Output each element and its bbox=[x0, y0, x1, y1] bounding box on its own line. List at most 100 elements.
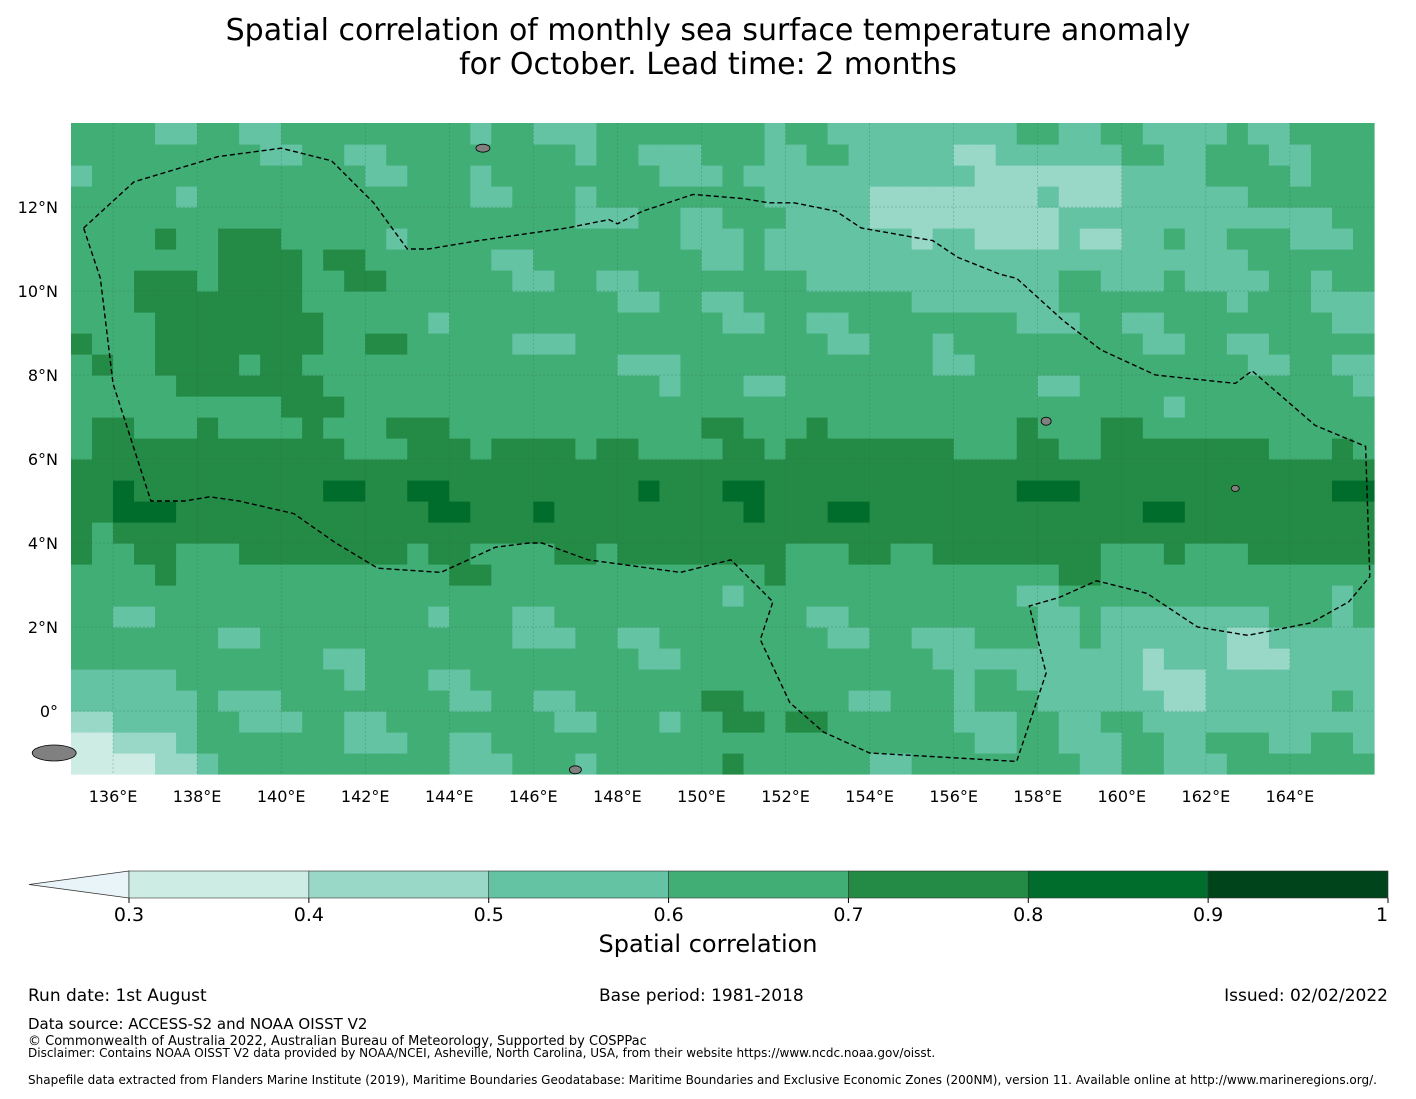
heatmap-cell bbox=[1142, 207, 1165, 229]
heatmap-cell bbox=[554, 606, 576, 628]
heatmap-cell bbox=[218, 333, 240, 355]
heatmap-cell bbox=[659, 606, 682, 628]
heatmap-cell bbox=[1163, 354, 1186, 376]
heatmap-cell bbox=[764, 501, 787, 523]
heatmap-cell bbox=[1121, 333, 1144, 355]
heatmap-cell bbox=[344, 165, 366, 187]
heatmap-cell bbox=[491, 564, 513, 586]
heatmap-cell bbox=[1352, 312, 1375, 334]
heatmap-cell bbox=[722, 459, 745, 481]
heatmap-cell bbox=[722, 648, 745, 670]
heatmap-cell bbox=[764, 606, 787, 628]
heatmap-cell bbox=[470, 249, 492, 271]
heatmap-cell bbox=[953, 354, 976, 376]
heatmap-cell bbox=[680, 669, 703, 691]
heatmap-cell bbox=[806, 669, 829, 691]
heatmap-cell bbox=[386, 396, 408, 418]
heatmap-cell bbox=[974, 585, 997, 607]
heatmap-cell bbox=[806, 270, 829, 292]
heatmap-cell bbox=[197, 228, 219, 250]
heatmap-cell bbox=[1142, 186, 1165, 208]
heatmap-cell bbox=[197, 585, 219, 607]
heatmap-cell bbox=[134, 585, 156, 607]
heatmap-cell bbox=[1184, 564, 1207, 586]
heatmap-cell bbox=[743, 648, 766, 670]
heatmap-cell bbox=[386, 480, 408, 502]
heatmap-cell bbox=[134, 543, 156, 565]
heatmap-cell bbox=[260, 249, 282, 271]
heatmap-cell bbox=[71, 354, 93, 376]
heatmap-cell bbox=[1310, 522, 1333, 544]
heatmap-cell bbox=[491, 522, 513, 544]
heatmap-cell bbox=[1058, 753, 1081, 775]
heatmap-cell bbox=[869, 291, 892, 313]
heatmap-cell bbox=[1226, 732, 1249, 754]
heatmap-cell bbox=[869, 207, 892, 229]
heatmap-cell bbox=[1100, 186, 1123, 208]
heatmap-cell bbox=[995, 585, 1018, 607]
heatmap-cell bbox=[134, 669, 156, 691]
heatmap-cell bbox=[869, 480, 892, 502]
heatmap-cell bbox=[1058, 543, 1081, 565]
heatmap-cell bbox=[323, 585, 345, 607]
heatmap-cell bbox=[1289, 228, 1312, 250]
heatmap-cell bbox=[1121, 312, 1144, 334]
heatmap-cell bbox=[659, 375, 682, 397]
heatmap-cell bbox=[848, 438, 871, 460]
heatmap-cell bbox=[449, 312, 471, 334]
longitude-tick-label: 164°E bbox=[1266, 787, 1315, 806]
heatmap-cell bbox=[1289, 627, 1312, 649]
heatmap-cell bbox=[554, 228, 576, 250]
heatmap-cell bbox=[1142, 270, 1165, 292]
heatmap-cell bbox=[848, 711, 871, 733]
heatmap-cell bbox=[722, 501, 745, 523]
heatmap-cell bbox=[386, 543, 408, 565]
heatmap-cell bbox=[995, 354, 1018, 376]
heatmap-cell bbox=[554, 543, 576, 565]
heatmap-cell bbox=[1037, 375, 1060, 397]
heatmap-cell bbox=[995, 207, 1018, 229]
heatmap-cell bbox=[113, 564, 135, 586]
heatmap-cell bbox=[491, 312, 513, 334]
heatmap-cell bbox=[869, 711, 892, 733]
heatmap-cell bbox=[554, 732, 576, 754]
heatmap-cell bbox=[302, 207, 324, 229]
heatmap-cell bbox=[260, 585, 282, 607]
heatmap-cell bbox=[596, 648, 619, 670]
heatmap-cell bbox=[176, 543, 198, 565]
heatmap-cell bbox=[533, 480, 555, 502]
heatmap-cell bbox=[1205, 753, 1228, 775]
heatmap-cell bbox=[554, 249, 576, 271]
heatmap-cell bbox=[449, 606, 471, 628]
heatmap-cell bbox=[722, 690, 745, 712]
heatmap-cell bbox=[953, 186, 976, 208]
heatmap-cell bbox=[155, 564, 177, 586]
heatmap-cell bbox=[806, 354, 829, 376]
heatmap-cell bbox=[344, 711, 366, 733]
heatmap-cell bbox=[1184, 417, 1207, 439]
heatmap-cell bbox=[1184, 711, 1207, 733]
heatmap-cell bbox=[407, 627, 429, 649]
heatmap-cell bbox=[323, 291, 345, 313]
heatmap-cell bbox=[848, 165, 871, 187]
heatmap-cell bbox=[995, 249, 1018, 271]
heatmap-cell bbox=[785, 375, 808, 397]
heatmap-cell bbox=[638, 291, 661, 313]
heatmap-cell bbox=[617, 501, 640, 523]
heatmap-cell bbox=[512, 144, 534, 166]
heatmap-cell bbox=[974, 417, 997, 439]
heatmap-cell bbox=[1142, 648, 1165, 670]
heatmap-cell bbox=[302, 480, 324, 502]
heatmap-cell bbox=[575, 123, 598, 145]
heatmap-cell bbox=[1037, 732, 1060, 754]
heatmap-cell bbox=[1016, 186, 1039, 208]
heatmap-cell bbox=[470, 606, 492, 628]
heatmap-cell bbox=[1205, 564, 1228, 586]
heatmap-cell bbox=[722, 438, 745, 460]
island bbox=[1230, 484, 1240, 492]
heatmap-cell bbox=[1058, 354, 1081, 376]
heatmap-cell bbox=[890, 459, 913, 481]
heatmap-cell bbox=[1037, 606, 1060, 628]
heatmap-cell bbox=[1352, 732, 1375, 754]
heatmap-cell bbox=[71, 417, 93, 439]
